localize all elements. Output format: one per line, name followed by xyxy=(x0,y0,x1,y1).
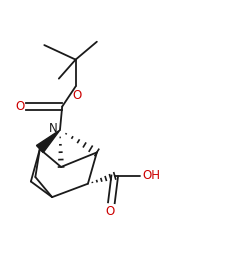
Text: O: O xyxy=(106,205,115,218)
Text: O: O xyxy=(72,89,81,102)
Text: N: N xyxy=(49,122,58,135)
Text: OH: OH xyxy=(142,169,160,182)
Text: O: O xyxy=(15,100,24,113)
Polygon shape xyxy=(36,130,60,153)
